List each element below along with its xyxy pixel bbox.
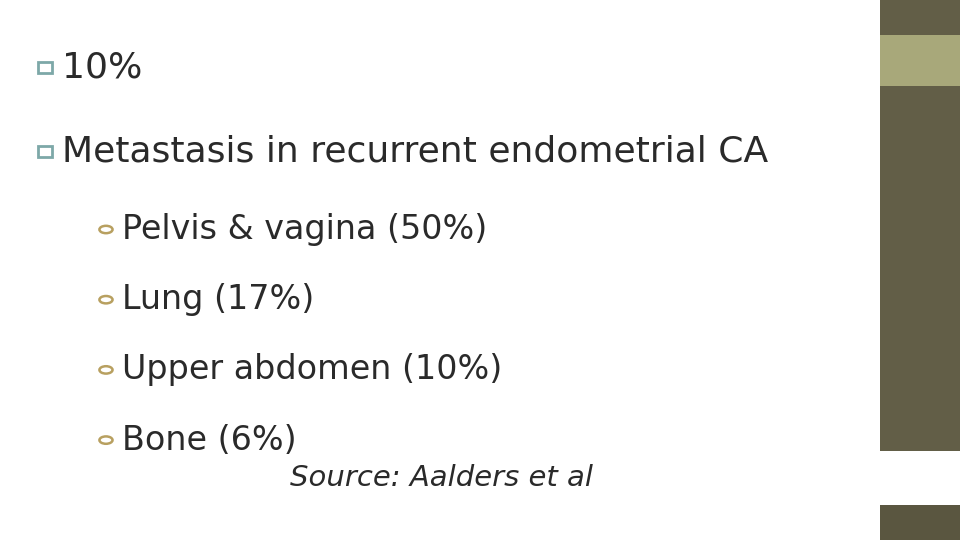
Text: Bone (6%): Bone (6%)	[122, 423, 297, 457]
Text: Metastasis in recurrent endometrial CA: Metastasis in recurrent endometrial CA	[61, 134, 768, 168]
Bar	[880, 0, 960, 451]
Bar	[880, 35, 960, 86]
Text: Lung (17%): Lung (17%)	[122, 283, 314, 316]
Text: Source: Aalders et al: Source: Aalders et al	[290, 464, 593, 492]
Text: Pelvis & vagina (50%): Pelvis & vagina (50%)	[122, 213, 487, 246]
Text: 10%: 10%	[61, 51, 142, 84]
Bar	[880, 505, 960, 540]
Text: Upper abdomen (10%): Upper abdomen (10%)	[122, 353, 502, 387]
